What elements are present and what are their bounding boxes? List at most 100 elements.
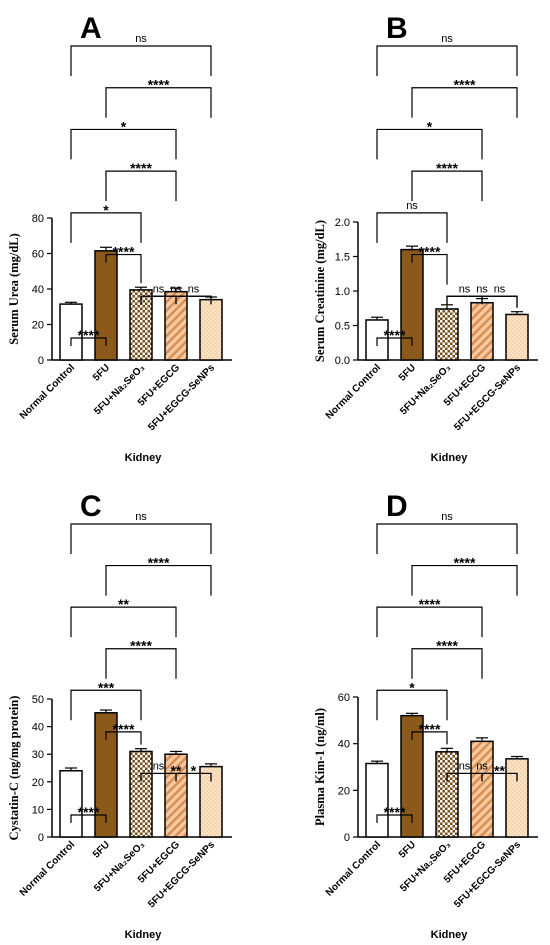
significance-label: **** [113, 721, 135, 737]
significance-bracket [376, 814, 413, 823]
significance-bracket [175, 772, 212, 782]
significance-label: **** [454, 555, 476, 571]
significance-bracket [105, 564, 212, 596]
significance-bracket [376, 523, 518, 554]
x-axis-label: Kidney [431, 452, 469, 464]
significance-bracket [70, 606, 177, 638]
significance-label: ns [170, 283, 182, 295]
y-tick-label: 40 [338, 739, 350, 751]
significance-label: * [121, 118, 127, 134]
category-label: 5FU+EGCG-SeNPs [146, 362, 217, 433]
x-axis-label: Kidney [431, 929, 469, 941]
chart-panel-b: B 0.0 0.5 1.0 1.5 2.0 Serum Creatinine (mg/dL)… [313, 12, 538, 464]
significance-label: * [103, 202, 109, 218]
significance-label: ns [441, 33, 453, 45]
significance-label: ns [459, 760, 471, 772]
significance-label: **** [454, 77, 476, 93]
significance-label: **** [78, 327, 100, 343]
significance-label: **** [419, 721, 441, 737]
significance-label: ** [118, 596, 129, 612]
significance-label: ns [406, 200, 418, 212]
y-tick-label: 0 [38, 355, 44, 367]
y-tick-label: 50 [32, 694, 44, 706]
significance-bracket [481, 772, 518, 782]
x-axis-label: Kidney [125, 929, 163, 941]
significance-label: **** [148, 77, 170, 93]
significance-bracket [411, 731, 448, 745]
significance-label: ns [441, 511, 453, 523]
significance-label: ns [459, 283, 471, 295]
significance-bracket [70, 814, 107, 823]
chart-panel-a: A 0 20 40 60 80 Serum Urea (mg/dL) Normal Contr… [7, 12, 232, 464]
significance-bracket [411, 170, 483, 202]
significance-bracket [105, 253, 142, 284]
panel-letter: C [80, 490, 102, 523]
category-label: 5FU [397, 362, 418, 383]
y-axis-label: Plasma Kim-1 (ng/ml) [313, 708, 327, 826]
y-tick-label: 80 [32, 213, 44, 225]
y-tick-label: 20 [32, 777, 44, 789]
significance-label: ** [494, 762, 505, 778]
significance-label: ns [494, 283, 506, 295]
significance-label: **** [113, 244, 135, 260]
x-axis-label: Kidney [125, 452, 163, 464]
significance-label: ns [476, 760, 488, 772]
category-label: Normal Control [324, 839, 383, 898]
chart-panel-c: C 0 10 20 30 40 50 Cystatin-C (ng/mg protein)No… [7, 490, 232, 941]
y-tick-label: 20 [32, 320, 44, 332]
y-tick-label: 1.5 [335, 252, 350, 264]
y-tick-label: 1.0 [335, 286, 350, 298]
bar [435, 751, 459, 838]
category-label: Normal Control [324, 362, 383, 421]
significance-label: ns [135, 33, 147, 45]
category-label: Normal Control [18, 362, 77, 421]
significance-bracket [70, 337, 107, 346]
y-tick-label: 60 [32, 249, 44, 261]
significance-bracket [376, 128, 483, 160]
bar [505, 758, 529, 838]
significance-label: ns [153, 283, 165, 295]
significance-label: **** [78, 804, 100, 820]
significance-bracket [70, 128, 177, 160]
bar [199, 298, 223, 361]
y-tick-label: 0.5 [335, 321, 350, 333]
significance-label: **** [130, 638, 152, 654]
significance-label: **** [384, 804, 406, 820]
y-tick-label: 20 [338, 785, 350, 797]
category-label: 5FU+EGCG-SeNPs [452, 362, 523, 433]
significance-bracket [70, 212, 142, 243]
significance-bracket [411, 564, 518, 596]
panel-letter: A [80, 12, 102, 45]
category-label: 5FU+EGCG-SeNPs [146, 839, 217, 910]
significance-bracket [376, 212, 448, 243]
bar [365, 762, 389, 838]
bar [435, 308, 459, 361]
y-tick-label: 0 [344, 832, 350, 844]
panel-letter: D [386, 490, 408, 523]
significance-bracket [411, 87, 518, 118]
y-axis-label: Serum Urea (mg/dL) [7, 233, 21, 345]
significance-label: **** [419, 244, 441, 260]
bar [129, 750, 153, 838]
significance-label: **** [384, 327, 406, 343]
significance-bracket [105, 731, 142, 745]
significance-label: **** [436, 638, 458, 654]
significance-label: **** [436, 160, 458, 176]
y-tick-label: 30 [32, 749, 44, 761]
significance-bracket [70, 523, 212, 554]
significance-bracket [376, 45, 518, 76]
y-tick-label: 0.0 [335, 355, 350, 367]
significance-bracket [70, 689, 142, 721]
category-label: Normal Control [18, 839, 77, 898]
significance-label: *** [98, 679, 115, 695]
significance-bracket [411, 253, 448, 285]
y-tick-label: 40 [32, 722, 44, 734]
y-tick-label: 40 [32, 284, 44, 296]
y-tick-label: 10 [32, 804, 44, 816]
significance-bracket [411, 648, 483, 679]
chart-panel-d: D 0 20 40 60 Plasma Kim-1 (ng/ml) Normal Contr… [313, 490, 538, 941]
significance-bracket [105, 87, 212, 118]
category-label: 5FU [91, 362, 112, 383]
significance-label: **** [419, 596, 441, 612]
